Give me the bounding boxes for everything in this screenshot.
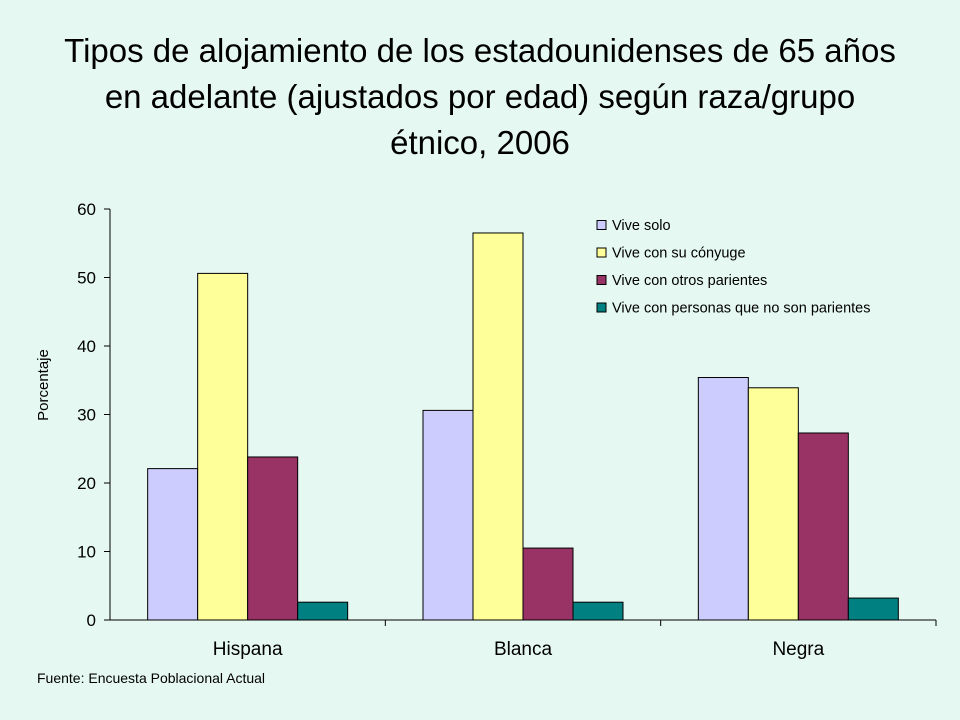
bars-group bbox=[147, 232, 899, 621]
bar bbox=[147, 468, 199, 621]
legend-label: Vive con otros parientes bbox=[612, 273, 767, 289]
bar bbox=[797, 432, 849, 621]
bar bbox=[422, 409, 474, 621]
y-tick-label: 0 bbox=[87, 611, 96, 630]
chart-title: Tipos de alojamiento de los estadouniden… bbox=[64, 32, 896, 161]
legend-swatch bbox=[596, 302, 607, 313]
y-tick-label: 30 bbox=[77, 406, 96, 425]
bar bbox=[197, 272, 249, 621]
legend: Vive solo Vive con su cónyuge Vive con otr… bbox=[596, 218, 871, 317]
legend-swatch bbox=[596, 220, 607, 230]
legend-label: Vive solo bbox=[612, 218, 671, 234]
x-tick-label: Hispana bbox=[213, 639, 283, 660]
legend-label: Vive con personas que no son parientes bbox=[612, 301, 871, 317]
legend-label: Vive con su cónyuge bbox=[612, 246, 746, 262]
bar bbox=[522, 547, 574, 621]
bar bbox=[297, 601, 349, 621]
bar bbox=[697, 377, 749, 621]
y-axis-label: Porcentaje bbox=[35, 349, 52, 421]
y-tick-label: 60 bbox=[77, 200, 96, 219]
bar bbox=[472, 232, 524, 621]
y-tick-label: 10 bbox=[77, 543, 96, 562]
bar bbox=[847, 597, 899, 621]
bar bbox=[572, 601, 624, 621]
y-tick-label: 40 bbox=[77, 337, 96, 356]
bar bbox=[247, 456, 299, 621]
legend-swatch bbox=[596, 247, 607, 258]
x-tick-label: Blanca bbox=[494, 639, 553, 660]
bar bbox=[747, 387, 799, 621]
y-tick-label: 20 bbox=[77, 474, 96, 493]
legend-swatch bbox=[596, 275, 607, 285]
y-tick-label: 50 bbox=[77, 269, 96, 288]
axes-group: 0 10 20 30 40 50 60 Hispana Blanca Negra bbox=[77, 200, 937, 660]
source-note: Fuente: Encuesta Poblacional Actual bbox=[37, 670, 266, 686]
x-tick-label: Negra bbox=[772, 639, 824, 660]
